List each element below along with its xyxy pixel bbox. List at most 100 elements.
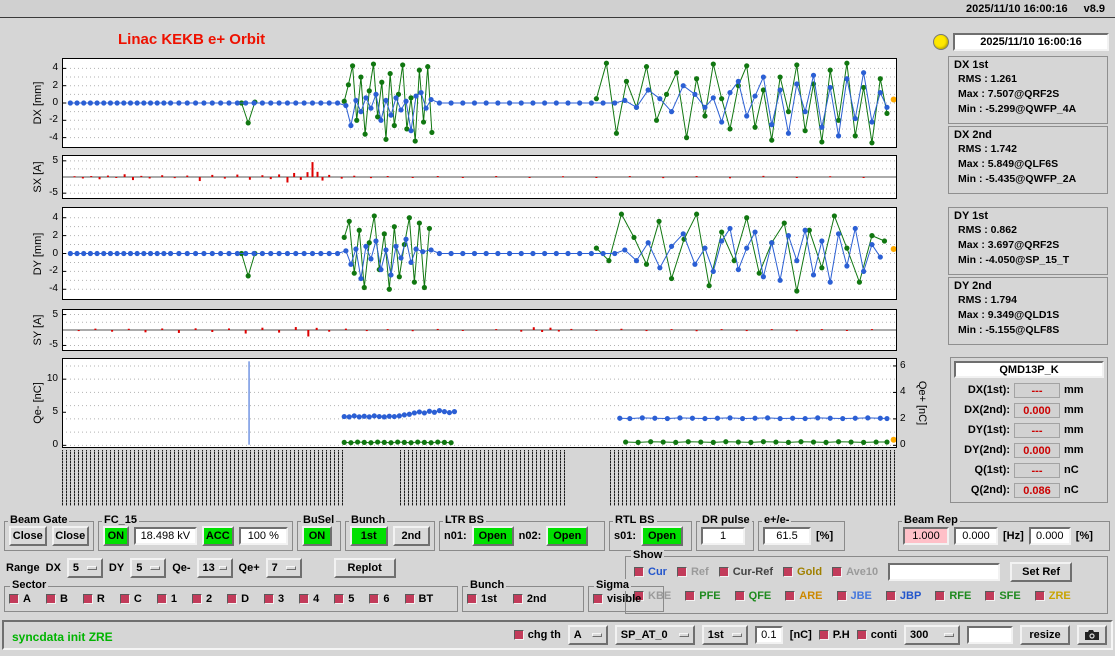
- ltr-n01-open-button[interactable]: Open: [471, 526, 514, 546]
- sx-axis-ticks: 5 -5: [42, 155, 58, 199]
- checkbox-1[interactable]: 1: [156, 593, 177, 605]
- dropdown-indicator: [218, 566, 227, 570]
- checkbox-cur-ref[interactable]: Cur-Ref: [718, 566, 773, 578]
- checkbox-qfe[interactable]: QFE: [734, 590, 771, 602]
- checkbox-b[interactable]: B: [45, 593, 68, 605]
- ltr-bs-group: n01: Open n02: Open: [439, 521, 605, 551]
- stat-line: RMS : 0.862: [958, 224, 1017, 236]
- tick-label: -4: [49, 283, 58, 295]
- mode-dropdown[interactable]: A: [567, 625, 608, 645]
- checkbox-indicator: [156, 594, 167, 604]
- checkbox-cur[interactable]: Cur: [634, 566, 667, 578]
- beam-gate-label: Beam Gate: [8, 514, 70, 526]
- ref-name-input[interactable]: [888, 563, 1001, 581]
- tick-label: -2: [49, 114, 58, 126]
- chg-th-checkbox[interactable]: chg th: [513, 629, 561, 641]
- checkbox-label: JBP: [899, 590, 922, 602]
- checkbox-jbe[interactable]: JBE: [836, 590, 872, 602]
- checkbox-3[interactable]: 3: [264, 593, 284, 605]
- beam-rep-set-input[interactable]: 1.000: [903, 527, 949, 545]
- checkbox-2[interactable]: 2: [191, 593, 212, 605]
- checkbox-d[interactable]: D: [227, 593, 249, 605]
- screenshot-button[interactable]: [1077, 625, 1107, 645]
- checkbox-c[interactable]: C: [119, 593, 142, 605]
- interval-dropdown[interactable]: 300: [904, 625, 960, 645]
- dr-pulse-input[interactable]: 1: [701, 527, 745, 545]
- conti-checkbox[interactable]: conti: [856, 629, 897, 641]
- resize-button[interactable]: resize: [1020, 625, 1070, 645]
- range-qe-dropdown[interactable]: 13: [196, 558, 233, 578]
- bpm-label-strip: [62, 450, 897, 506]
- checkbox-rfe[interactable]: RFE: [935, 590, 971, 602]
- bunch-2nd-button[interactable]: 2nd: [392, 526, 430, 546]
- stat-line: RMS : 1.261: [958, 73, 1017, 85]
- ph-checkbox[interactable]: P.H: [818, 629, 850, 641]
- status-light: [933, 34, 949, 50]
- qe-plus-axis-label: Qe+ [nC]: [916, 380, 928, 426]
- checkbox-6[interactable]: 6: [369, 593, 390, 605]
- checkbox-zre[interactable]: ZRE: [1034, 590, 1071, 602]
- checkbox-4[interactable]: 4: [299, 593, 319, 605]
- dropdown-value: 5: [136, 562, 143, 574]
- bunch-1st-button[interactable]: 1st: [350, 526, 388, 546]
- checkbox-kbe[interactable]: KBE: [634, 590, 671, 602]
- checkbox-gold[interactable]: Gold: [783, 566, 822, 578]
- busel-on-button[interactable]: ON: [302, 526, 332, 546]
- tick-label: -4: [49, 131, 58, 143]
- checkbox-indicator: [885, 591, 896, 601]
- fc15-acc-button[interactable]: ACC: [201, 526, 234, 546]
- checkbox-r[interactable]: R: [82, 593, 105, 605]
- stat-groups: DX 1st RMS : 1.261 Max : 7.507@QRF2S Min : …: [948, 56, 1108, 347]
- checkbox-ref[interactable]: Ref: [676, 566, 709, 578]
- qmd-row-label: DX(2nd):: [964, 404, 1010, 416]
- checkbox-pfe[interactable]: PFE: [685, 590, 721, 602]
- fc15-on-button[interactable]: ON: [103, 526, 129, 546]
- beam-rep-hz-unit: [Hz]: [1003, 530, 1024, 542]
- tick-label: 0: [52, 439, 58, 451]
- status-message: syncdata init ZRE: [12, 630, 113, 644]
- qmd-title: QMD13P_K: [954, 361, 1104, 378]
- range-item-label: Qe+: [238, 562, 260, 574]
- beam-gate-close-2-button[interactable]: Close: [51, 526, 89, 546]
- rtl-s01-open-button[interactable]: Open: [641, 526, 684, 546]
- sy-plot-canvas: [62, 309, 897, 351]
- checkbox-indicator: [512, 594, 523, 604]
- range-dx-dropdown[interactable]: 5: [66, 558, 103, 578]
- titlebar: 2025/11/10 16:00:16 v8.9: [0, 0, 1115, 18]
- qmd-row-value: 0.000: [1014, 402, 1060, 418]
- checkbox-label: 2nd: [526, 593, 547, 605]
- checkbox-2nd[interactable]: 2nd: [512, 593, 547, 605]
- checkbox-label: C: [133, 593, 142, 605]
- ltr-n02-open-button[interactable]: Open: [546, 526, 589, 546]
- bunch-th-dropdown[interactable]: 1st: [701, 625, 748, 645]
- range-dy-dropdown[interactable]: 5: [130, 558, 167, 578]
- checkbox-indicator: [856, 630, 867, 640]
- plot-sy: SY [A] 5 -5: [0, 309, 940, 351]
- dropdown-value: 13: [202, 562, 215, 574]
- threshold-input[interactable]: 0.1: [754, 626, 783, 644]
- checkbox-5[interactable]: 5: [334, 593, 354, 605]
- checkbox-sfe[interactable]: SFE: [985, 590, 1021, 602]
- checkbox-label: 1: [170, 593, 177, 605]
- replot-button[interactable]: Replot: [333, 558, 396, 578]
- dropdown-indicator: [731, 633, 742, 637]
- checkbox-a[interactable]: A: [9, 593, 31, 605]
- checkbox-jbp[interactable]: JBP: [885, 590, 922, 602]
- checkbox-1st[interactable]: 1st: [467, 593, 497, 605]
- sp-at-dropdown[interactable]: SP_AT_0: [614, 625, 695, 645]
- checkbox-label: BT: [418, 593, 434, 605]
- header-clock: 2025/11/10 16:00:16: [966, 2, 1068, 15]
- set-ref-button[interactable]: Set Ref: [1010, 562, 1073, 582]
- checkbox-label: 3: [278, 593, 285, 605]
- checkbox-indicator: [634, 567, 644, 577]
- checkbox-bt[interactable]: BT: [404, 593, 434, 605]
- beam-gate-close-1-button[interactable]: Close: [9, 526, 47, 546]
- checkbox-are[interactable]: ARE: [785, 590, 823, 602]
- show-row2-items: KBE PFE QFE ARE JBE JBP RFE SFE ZRE: [634, 590, 1071, 602]
- checkbox-ave10[interactable]: Ave10: [832, 566, 878, 578]
- aux-input[interactable]: [967, 626, 1013, 644]
- range-qe-dropdown[interactable]: 7: [265, 558, 302, 578]
- checkbox-visible[interactable]: visible: [593, 593, 641, 605]
- tick-label: 5: [52, 308, 58, 320]
- beam-rep-pct-readout: 0.000: [1028, 527, 1071, 545]
